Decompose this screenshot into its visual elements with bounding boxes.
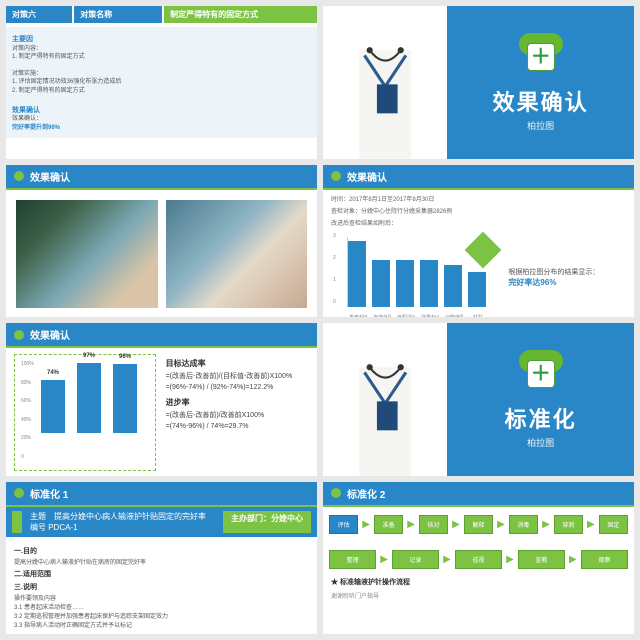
bar bbox=[444, 265, 462, 307]
flow-step: 核对 bbox=[419, 515, 448, 534]
slide-8: 标准化 2 评估▶准备▶核对▶解释▶消毒▶穿刺▶固定 整理▶记录▶巡视▶宣教▶观… bbox=[323, 482, 634, 635]
bullet-icon bbox=[14, 171, 24, 181]
flow-step: 消毒 bbox=[509, 515, 538, 534]
std-body: 一.目的 提高分娩中心病人输液护针贴在病房的固定完好率 二.适用范围 三.说明 … bbox=[6, 537, 317, 635]
arrow-icon: ▶ bbox=[506, 554, 514, 565]
slide-3: 效果确认 bbox=[6, 165, 317, 318]
flow-step: 解释 bbox=[464, 515, 493, 534]
bar bbox=[396, 260, 414, 307]
title-text: 效果确认 bbox=[493, 85, 589, 117]
tab-3: 制定严得特有的固定方式 bbox=[164, 6, 317, 23]
flow-bottom: 整理 ▶ 记录 ▶ 巡视 ▶ 宣教 ▶ 观察 bbox=[323, 542, 634, 577]
std-header: 主题 提高分娩中心病人输液护针贴固定的完好率 编号 PDCA-1 主办部门：分娩… bbox=[6, 507, 317, 537]
slide-1: 对策六 对策名称 制定严得特有的固定方式 主要因 对策内容： 1. 制定严得特有… bbox=[6, 6, 317, 159]
flow-step: 固定 bbox=[599, 515, 628, 534]
flow-step: 整理 bbox=[329, 550, 376, 569]
arrow-icon: ▶ bbox=[362, 519, 370, 530]
tab-2: 对策名称 bbox=[74, 6, 162, 23]
tab-1: 对策六 bbox=[6, 6, 72, 23]
achievement-text: 目标达成率 =(改善后-改善前)/(目标值-改善前)X100% =(96%-74… bbox=[166, 354, 309, 471]
arrow-icon: ▶ bbox=[587, 519, 595, 530]
slide-2-title: ＋ 效果确认 柏拉图 bbox=[323, 6, 634, 159]
doctor-photo bbox=[323, 6, 447, 159]
photo-row bbox=[6, 190, 317, 318]
slide-5: 效果确认 100%80%60%40%20%0 74%97%96% 目标达成率 =… bbox=[6, 323, 317, 476]
chart-note: 根据柏拉图分布的结果显示： 完好率达96% bbox=[500, 233, 626, 317]
medical-logo-icon: ＋ bbox=[519, 350, 563, 394]
arrow-icon: ▶ bbox=[542, 519, 550, 530]
bar-chart: 3 2 1 0 患者起床保护连接处破损产程活动测量标识对数编号粘贴 bbox=[331, 233, 500, 317]
green-tag bbox=[12, 511, 22, 533]
flow-step: 穿刺 bbox=[554, 515, 583, 534]
header-bar: 效果确认 bbox=[6, 165, 317, 190]
doctor-photo bbox=[323, 323, 447, 476]
arrow-icon: ▶ bbox=[497, 519, 505, 530]
title-band: ＋ 效果确认 柏拉图 bbox=[447, 6, 634, 159]
flow-step: 记录 bbox=[392, 550, 439, 569]
bar: 96% bbox=[113, 364, 137, 433]
flow-top: 评估 ▶ 准备 ▶ 核对 ▶ 解释 ▶ 消毒 ▶ 穿刺 ▶ 固定 bbox=[323, 507, 634, 542]
arrow-icon: ▶ bbox=[569, 554, 577, 565]
clinical-photo-1 bbox=[16, 200, 158, 309]
flow-step: 准备 bbox=[374, 515, 403, 534]
flow-step: 宣教 bbox=[518, 550, 565, 569]
bar bbox=[372, 260, 390, 307]
arrow-icon: ▶ bbox=[452, 519, 460, 530]
arrow-icon: ▶ bbox=[443, 554, 451, 565]
bar: 97% bbox=[77, 363, 101, 433]
achievement-chart: 100%80%60%40%20%0 74%97%96% bbox=[14, 354, 156, 471]
flow-step: 评估 bbox=[329, 515, 358, 534]
clinical-photo-2 bbox=[166, 200, 308, 309]
footer-note: 谢谢聆听门户指导 bbox=[323, 587, 634, 604]
slide-6-title: ＋ 标准化 柏拉图 bbox=[323, 323, 634, 476]
flow-caption: ★ 标准输液护针操作流程 bbox=[323, 577, 634, 587]
slide-7: 标准化 1 主题 提高分娩中心病人输液护针贴固定的完好率 编号 PDCA-1 主… bbox=[6, 482, 317, 635]
bar bbox=[420, 260, 438, 307]
arrow-icon: ▶ bbox=[380, 554, 388, 565]
bar bbox=[468, 272, 486, 307]
s1-body: 主要因 对策内容： 1. 制定严得特有的固定方式 对策实施： 1. 评估固定情况… bbox=[6, 27, 317, 138]
bar bbox=[348, 241, 366, 306]
subtitle-text: 柏拉图 bbox=[527, 119, 554, 132]
flow-step: 观察 bbox=[581, 550, 628, 569]
bar: 74% bbox=[41, 380, 65, 433]
flow-step: 巡视 bbox=[455, 550, 502, 569]
medical-logo-icon: ＋ bbox=[519, 33, 563, 77]
slide-4: 效果确认 时间：2017年8月1日至2017年8月30日 查检对象：分娩中心住院… bbox=[323, 165, 634, 318]
s1-tabs: 对策六 对策名称 制定严得特有的固定方式 bbox=[6, 6, 317, 23]
arrow-icon: ▶ bbox=[407, 519, 415, 530]
